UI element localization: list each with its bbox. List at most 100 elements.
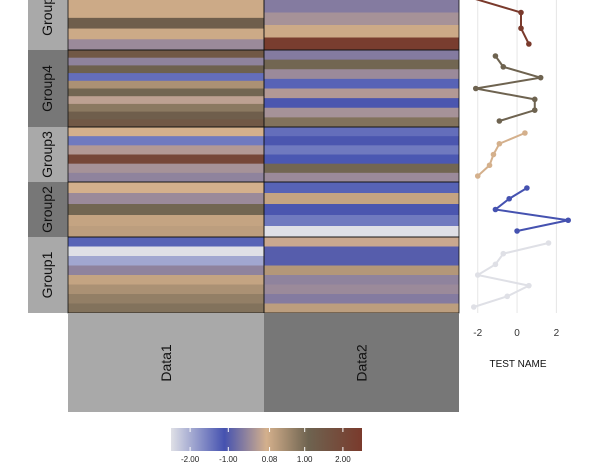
cell-data1-0-6 bbox=[68, 39, 264, 51]
cell-data1-4-3 bbox=[68, 265, 264, 276]
group-label-4: Group1 bbox=[39, 251, 55, 298]
series-point-4-6 bbox=[471, 304, 477, 310]
cell-data1-1-0 bbox=[68, 50, 264, 59]
cell-data2-3-4 bbox=[264, 226, 459, 238]
cell-data2-2-2 bbox=[264, 145, 459, 155]
line-tick-label-0: -2 bbox=[473, 328, 482, 339]
cell-data1-4-4 bbox=[68, 275, 264, 285]
series-point-1-2 bbox=[537, 74, 544, 81]
series-point-2-1 bbox=[496, 140, 503, 147]
cell-data2-3-1 bbox=[264, 193, 459, 205]
cell-data1-2-3 bbox=[68, 154, 264, 165]
line-panel: -2 0 2 TEST NAME bbox=[471, 0, 571, 370]
series-point-2-0 bbox=[522, 130, 528, 136]
series-point-3-3 bbox=[565, 217, 571, 224]
column-label-0: Data1 bbox=[158, 344, 174, 382]
series-point-1-5 bbox=[531, 107, 538, 113]
cell-data2-0-2 bbox=[264, 0, 459, 13]
line-tick-label-2: 2 bbox=[554, 328, 560, 339]
legend-tick-label-4: 2.00 bbox=[335, 455, 351, 462]
cell-data1-2-1 bbox=[68, 136, 264, 146]
series-line-2 bbox=[477, 132, 526, 177]
column-band-1 bbox=[264, 313, 459, 412]
series-line-4 bbox=[473, 242, 549, 308]
cell-data2-2-3 bbox=[264, 154, 459, 165]
legend-gradient-bar bbox=[171, 428, 362, 451]
cell-data2-4-2 bbox=[264, 256, 459, 266]
heatmap-borders bbox=[67, 0, 460, 314]
cell-data2-1-2 bbox=[264, 69, 459, 80]
cell-data2-2-4 bbox=[264, 163, 459, 174]
group-band-0 bbox=[28, 0, 68, 50]
cell-data1-0-4 bbox=[68, 17, 264, 29]
cell-data2-4-3 bbox=[264, 265, 459, 276]
cell-data2-2-5 bbox=[264, 172, 459, 183]
cell-data1-1-6 bbox=[68, 96, 264, 105]
cell-data2-0-4 bbox=[264, 25, 459, 38]
series-point-1-6 bbox=[496, 118, 503, 124]
legend-tick-label-1: -1.00 bbox=[219, 455, 238, 462]
cell-data1-4-1 bbox=[68, 246, 264, 257]
legend-tick-label-2: 0.08 bbox=[262, 455, 278, 462]
cell-data1-2-5 bbox=[68, 172, 264, 183]
series-point-2-2 bbox=[490, 151, 497, 158]
series-point-3-4 bbox=[514, 228, 520, 234]
cell-data1-1-5 bbox=[68, 88, 264, 97]
cell-data1-4-7 bbox=[68, 303, 264, 314]
cell-data1-2-2 bbox=[68, 145, 264, 155]
cell-data1-1-1 bbox=[68, 57, 264, 66]
cell-data2-4-4 bbox=[264, 275, 459, 285]
series-point-4-4 bbox=[526, 282, 532, 289]
cell-data1-3-2 bbox=[68, 204, 264, 216]
cell-data2-1-4 bbox=[264, 88, 459, 99]
series-point-1-4 bbox=[531, 96, 538, 103]
cell-data1-3-4 bbox=[68, 226, 264, 238]
series-point-3-0 bbox=[524, 185, 530, 191]
series-line-1 bbox=[475, 55, 541, 122]
group-band-1 bbox=[28, 50, 68, 127]
cell-data2-1-0 bbox=[264, 50, 459, 61]
series-point-0-2 bbox=[518, 9, 524, 16]
cell-data2-3-2 bbox=[264, 204, 459, 216]
cell-data1-4-2 bbox=[68, 256, 264, 266]
cell-data1-0-3 bbox=[68, 7, 264, 19]
line-axis-label: TEST NAME bbox=[489, 359, 546, 370]
group-band-3 bbox=[28, 182, 68, 237]
series-point-4-2 bbox=[492, 261, 499, 268]
cell-data2-4-1 bbox=[264, 246, 459, 257]
series-point-4-5 bbox=[504, 293, 511, 300]
column-bar: Data1 Data2 bbox=[68, 313, 459, 412]
series-point-2-4 bbox=[474, 173, 481, 179]
series-point-4-1 bbox=[500, 250, 507, 257]
group-sidebar: Group5 Group4 Group3 Group2 Group1 bbox=[28, 0, 68, 313]
cell-data2-3-3 bbox=[264, 215, 459, 227]
color-legend: -2.00 -1.00 0.08 1.00 2.00 bbox=[171, 428, 362, 462]
line-tick-label-1: 0 bbox=[514, 328, 520, 339]
cell-data1-0-5 bbox=[68, 28, 264, 40]
cell-data1-4-0 bbox=[68, 237, 264, 247]
cell-data2-4-0 bbox=[264, 237, 459, 247]
cell-data1-2-4 bbox=[68, 163, 264, 174]
cell-data2-0-3 bbox=[264, 12, 459, 26]
group-label-3: Group2 bbox=[39, 186, 55, 233]
group-band-4 bbox=[28, 237, 68, 313]
cell-data1-1-3 bbox=[68, 73, 264, 82]
cell-data1-2-0 bbox=[68, 127, 264, 137]
series-point-1-3 bbox=[472, 85, 479, 92]
legend-tick-label-3: 1.00 bbox=[297, 455, 313, 462]
cell-data1-3-3 bbox=[68, 215, 264, 227]
series-point-1-1 bbox=[500, 64, 507, 70]
cell-data1-3-0 bbox=[68, 182, 264, 194]
cell-data1-1-8 bbox=[68, 111, 264, 120]
cell-data1-3-1 bbox=[68, 193, 264, 205]
cell-data1-4-6 bbox=[68, 294, 264, 304]
cell-data2-0-5 bbox=[264, 37, 459, 51]
series-point-1-0 bbox=[492, 53, 499, 59]
group-label-0: Group5 bbox=[39, 0, 55, 36]
cell-data2-1-5 bbox=[264, 98, 459, 109]
cell-data2-4-7 bbox=[264, 303, 459, 314]
cell-data1-1-4 bbox=[68, 80, 264, 89]
cell-data2-3-0 bbox=[264, 182, 459, 194]
cell-data2-1-7 bbox=[264, 117, 459, 128]
